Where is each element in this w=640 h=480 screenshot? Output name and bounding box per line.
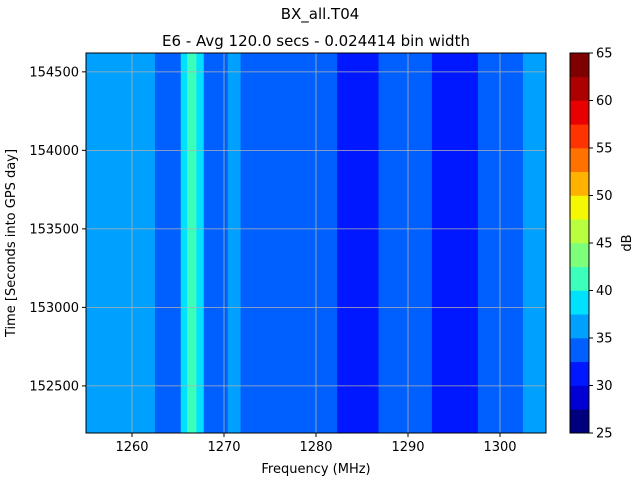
colorbar-tick-label: 30 [596, 379, 613, 394]
colorbar-segment [570, 243, 589, 268]
y-tick-label: 152500 [29, 379, 79, 394]
colorbar-segment [570, 314, 589, 339]
chart-subtitle: E6 - Avg 120.0 secs - 0.024414 bin width [162, 32, 470, 50]
y-axis: 152500 153000 153500 154000 154500 [29, 65, 86, 394]
y-axis-label: Time [Seconds into GPS day] [4, 149, 19, 338]
x-axis-label: Frequency (MHz) [261, 462, 370, 477]
heatmap-band [378, 53, 433, 433]
colorbar-segment [570, 338, 589, 363]
colorbar-tick-label: 60 [596, 94, 613, 109]
colorbar-segment [570, 76, 589, 101]
colorbar-segment [570, 409, 589, 434]
grid-lines [86, 53, 546, 433]
x-tick-label: 1270 [207, 440, 240, 455]
colorbar-tick-label: 35 [596, 332, 613, 347]
colorbar-segment [570, 266, 589, 291]
heatmap-area [86, 53, 546, 433]
heatmap-band [477, 53, 524, 433]
y-tick-label: 153000 [29, 301, 79, 316]
heatmap-band [155, 53, 182, 433]
colorbar-segment [570, 148, 589, 173]
x-axis: 1260 1270 1280 1290 1300 [115, 433, 517, 455]
colorbar-segment [570, 124, 589, 149]
y-tick-label: 154000 [29, 144, 79, 159]
x-tick-label: 1300 [483, 440, 516, 455]
chart-title: BX_all.T04 [281, 5, 360, 24]
colorbar-segment [570, 385, 589, 410]
heatmap-band [227, 53, 242, 433]
heatmap-band [431, 53, 479, 433]
colorbar-tick-label: 65 [596, 47, 613, 62]
colorbar-segment [570, 171, 589, 196]
colorbar-segment [570, 219, 589, 244]
colorbar: 25 30 35 40 45 50 55 60 65 [569, 47, 613, 442]
colorbar-segment [570, 53, 589, 78]
colorbar-label: dB [620, 234, 635, 251]
heatmap-band [240, 53, 338, 433]
heatmap-band [337, 53, 380, 433]
colorbar-tick-label: 45 [596, 237, 613, 252]
colorbar-segment [570, 100, 589, 125]
colorbar-tick-label: 55 [596, 142, 613, 157]
heatmap-band [203, 53, 229, 433]
x-tick-label: 1290 [391, 440, 424, 455]
x-tick-label: 1280 [299, 440, 332, 455]
colorbar-segment [570, 290, 589, 315]
heatmap-band [196, 53, 205, 433]
colorbar-tick-label: 40 [596, 284, 613, 299]
colorbar-tick-label: 25 [596, 427, 613, 442]
x-tick-label: 1260 [115, 440, 148, 455]
y-tick-label: 154500 [29, 65, 79, 80]
y-tick-label: 153500 [29, 222, 79, 237]
colorbar-segment [570, 361, 589, 386]
heatmap-band [180, 53, 188, 433]
heatmap-band [187, 53, 197, 433]
colorbar-segment [570, 195, 589, 220]
colorbar-tick-label: 50 [596, 189, 613, 204]
heatmap-band [86, 53, 156, 433]
heatmap-band [523, 53, 546, 433]
